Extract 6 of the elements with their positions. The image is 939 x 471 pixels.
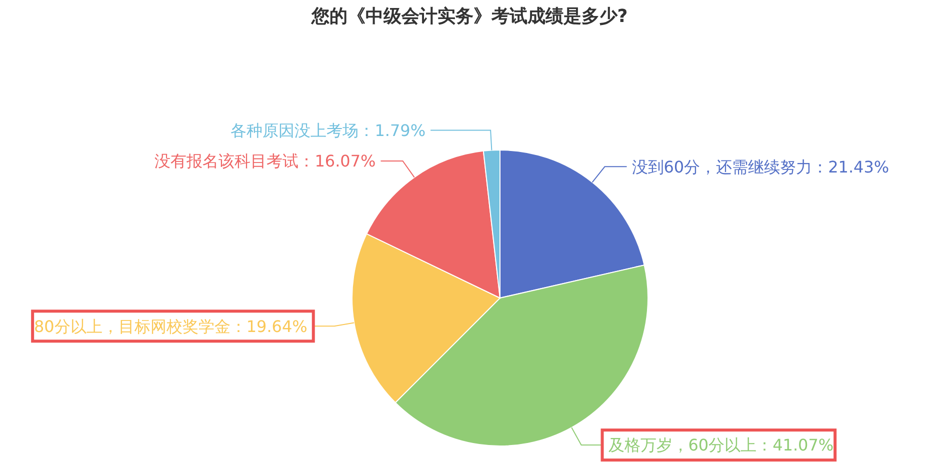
slice-label: 及格万岁，60分以上：41.07% xyxy=(608,436,834,455)
slice-label: 各种原因没上考场：1.79% xyxy=(230,120,426,140)
chart-title: 您的《中级会计实务》考试成绩是多少? xyxy=(310,6,628,27)
slice-label: 没有报名该科目考试：16.07% xyxy=(154,152,376,171)
slice-label: 没到60分，还需继续努力：21.43% xyxy=(632,157,890,176)
slice-label: 80分以上，目标网校奖学金：19.64% xyxy=(34,316,308,336)
